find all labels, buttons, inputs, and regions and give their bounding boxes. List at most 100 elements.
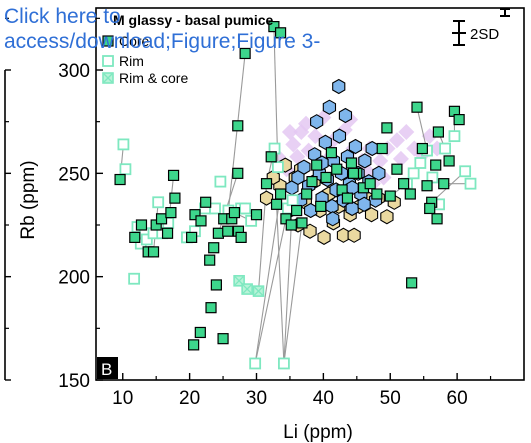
core-square-point bbox=[232, 120, 244, 132]
download-link-line-2[interactable]: access/download;Figure;Figure 3- bbox=[4, 30, 321, 53]
legend-core-label: Core bbox=[119, 33, 150, 49]
beige-hexagon-point bbox=[364, 207, 379, 223]
rim-square-point bbox=[286, 194, 299, 207]
core-square-point bbox=[200, 196, 212, 208]
x-axis-title: Li (ppm) bbox=[283, 422, 353, 443]
x-tick-label: 60 bbox=[447, 388, 468, 409]
core-square-point bbox=[204, 254, 216, 266]
core-square-point bbox=[430, 159, 442, 171]
lilac-diamond-point bbox=[388, 132, 405, 149]
rim-square-point bbox=[128, 272, 141, 285]
core-square-point bbox=[291, 204, 303, 217]
core-square-point bbox=[306, 176, 318, 188]
core-square-point bbox=[239, 47, 251, 60]
blue-hexagon-point bbox=[332, 78, 346, 95]
core-square-point bbox=[208, 242, 220, 254]
rimcore-cross-mark bbox=[242, 284, 252, 294]
blue-hexagon-point bbox=[318, 134, 332, 150]
y-tick-label: 300 bbox=[58, 61, 90, 82]
core-square-point bbox=[345, 157, 358, 169]
blue-hexagon-point bbox=[332, 128, 347, 144]
core-square-point bbox=[421, 180, 433, 192]
x-tick-label: 20 bbox=[179, 388, 200, 409]
blue-hexagon-point bbox=[357, 196, 371, 212]
core-square-point bbox=[129, 231, 141, 243]
rim-square-point bbox=[140, 233, 153, 246]
core-square-point bbox=[285, 219, 297, 231]
x-tick-label: 50 bbox=[380, 388, 401, 409]
tie-line bbox=[254, 193, 282, 364]
core-square-point bbox=[217, 333, 229, 345]
core-square-point bbox=[232, 167, 244, 179]
core-square-point bbox=[194, 326, 206, 339]
legend-rimcore-label: Rim & core bbox=[119, 70, 188, 86]
core-square-point bbox=[384, 190, 396, 202]
beige-hexagon-point bbox=[317, 229, 331, 246]
core-square-point bbox=[311, 159, 323, 171]
core-square-point bbox=[431, 213, 443, 225]
core-square-point bbox=[404, 188, 416, 200]
rim-square-point bbox=[239, 202, 252, 215]
core-square-point bbox=[189, 209, 201, 221]
legend-core-marker bbox=[102, 35, 114, 47]
core-square-point bbox=[265, 151, 277, 163]
core-square-point bbox=[188, 339, 200, 351]
beige-hexagon-point bbox=[347, 227, 361, 243]
core-square-point bbox=[222, 225, 234, 237]
y-tick-label: 250 bbox=[58, 164, 90, 185]
rim-square-point bbox=[214, 175, 227, 188]
y-tick-label: 200 bbox=[58, 268, 90, 289]
panel-label-box: B bbox=[97, 357, 118, 379]
error-bar-2sd: 2SD bbox=[452, 8, 510, 46]
rim-square-point bbox=[439, 142, 451, 155]
core-square-point bbox=[438, 178, 450, 190]
axes: 10 20 30 40 50 60 150 200 250 300 bbox=[5, 17, 492, 409]
rim-square-point bbox=[464, 177, 477, 190]
core-square-point bbox=[301, 188, 313, 200]
core-square-point bbox=[268, 21, 280, 33]
blue-hexagon-point bbox=[325, 198, 339, 215]
rim-square-point bbox=[459, 165, 472, 178]
core-square-point bbox=[347, 167, 360, 179]
blue-hexagon-point bbox=[348, 138, 363, 155]
core-square-point bbox=[212, 227, 224, 239]
core-square-point bbox=[147, 246, 160, 258]
plot-area bbox=[114, 21, 477, 370]
core-square-point bbox=[398, 178, 410, 190]
legend: M glassy - basal pumice Core Rim Rim & c… bbox=[102, 12, 273, 86]
core-square-point bbox=[325, 147, 337, 159]
download-link[interactable]: Click here to access/download;Figure;Fig… bbox=[4, 4, 424, 54]
lilac-diamond-point bbox=[289, 148, 306, 165]
core-square-point bbox=[443, 155, 455, 167]
lilac-diamond-point bbox=[281, 124, 298, 140]
lilac-diamond-point bbox=[372, 152, 389, 169]
core-square-point bbox=[406, 277, 418, 289]
core-square-point bbox=[155, 213, 168, 225]
y-axis-title: Rb (ppm) bbox=[18, 160, 39, 239]
legend-rim-marker bbox=[102, 55, 114, 67]
download-link-line-1[interactable]: Click here to bbox=[4, 5, 121, 28]
tie-line bbox=[227, 53, 246, 211]
rim-square-point bbox=[414, 157, 427, 169]
legend-rim-label: Rim bbox=[119, 53, 144, 69]
rim-square-point bbox=[152, 196, 165, 209]
rim-square-point bbox=[119, 163, 132, 176]
lilac-diamond-point bbox=[398, 124, 415, 140]
lilac-diamond-point bbox=[285, 136, 302, 153]
x-tick-label: 10 bbox=[112, 388, 133, 409]
lilac-diamond-point bbox=[392, 150, 409, 167]
core-square-point bbox=[364, 178, 376, 190]
tie-line bbox=[283, 222, 303, 364]
core-square-point bbox=[432, 126, 444, 138]
core-square-point bbox=[424, 202, 436, 215]
core-square-point bbox=[186, 231, 198, 243]
beige-hexagon-point bbox=[259, 190, 274, 206]
x-tick-label: 40 bbox=[313, 388, 334, 409]
core-square-point bbox=[411, 101, 423, 113]
core-square-point bbox=[210, 279, 222, 291]
blue-hexagon-point bbox=[297, 159, 311, 175]
core-square-point bbox=[114, 173, 126, 186]
core-square-point bbox=[296, 217, 308, 229]
core-square-point bbox=[161, 227, 174, 239]
rim-square-point bbox=[448, 130, 461, 143]
